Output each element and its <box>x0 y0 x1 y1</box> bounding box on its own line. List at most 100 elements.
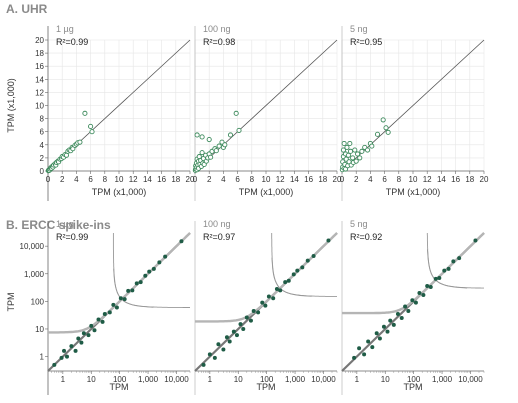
data-point <box>221 347 226 352</box>
x-tick-label: 4 <box>74 175 79 184</box>
data-point <box>274 287 279 292</box>
data-point <box>425 284 430 289</box>
r2-label: R²=0.99 <box>56 232 88 242</box>
data-point <box>81 331 86 336</box>
data-point <box>134 281 139 286</box>
x-axis-label: TPM (x1,000) <box>239 187 294 197</box>
data-point <box>421 293 426 298</box>
data-point <box>359 148 365 154</box>
data-point <box>437 276 442 281</box>
data-point <box>89 323 94 328</box>
data-point <box>291 272 296 277</box>
data-point <box>326 238 331 243</box>
data-point <box>100 319 105 324</box>
data-point <box>251 308 256 313</box>
data-point <box>345 152 351 158</box>
data-point <box>295 268 300 273</box>
data-point <box>344 144 350 150</box>
data-point <box>347 148 354 154</box>
x-tick-label: 14 <box>437 175 446 184</box>
y-tick-label: 16 <box>35 62 44 71</box>
noise-boundary-curve <box>113 268 190 308</box>
x-tick-label: 2 <box>207 175 212 184</box>
data-point <box>62 348 67 353</box>
data-point <box>88 123 94 130</box>
data-point <box>163 254 168 259</box>
data-point <box>212 355 217 360</box>
y-tick-label: 8 <box>40 115 45 124</box>
x-tick-label: 6 <box>382 175 387 184</box>
noise-boundary-curve <box>426 249 484 289</box>
y-tick-label: 1,000 <box>24 270 45 279</box>
x-tick-label: 18 <box>465 175 474 184</box>
x-tick-label: 10 <box>409 175 418 184</box>
x-axis-label: TPM (x1,000) <box>92 187 147 197</box>
data-point <box>370 345 375 350</box>
data-point <box>366 339 371 344</box>
data-point <box>233 110 239 116</box>
data-point <box>222 142 228 148</box>
data-point <box>92 328 97 333</box>
x-tick-label: 12 <box>276 175 285 184</box>
x-tick-label: 1,000 <box>138 375 159 384</box>
data-point <box>77 139 83 145</box>
data-point <box>381 324 386 329</box>
x-tick-label: 1,000 <box>285 375 306 384</box>
data-point <box>399 315 404 320</box>
y-tick-label: 0 <box>40 167 45 176</box>
x-tick-label: 16 <box>451 175 460 184</box>
data-point <box>73 348 78 353</box>
data-point <box>380 117 386 123</box>
x-tick-label: 1 <box>61 375 66 384</box>
data-point <box>157 260 162 265</box>
data-point <box>151 266 156 271</box>
x-axis-label: TPM <box>110 382 129 392</box>
data-point <box>410 298 415 303</box>
data-point <box>199 134 205 140</box>
x-tick-label: 10 <box>262 175 271 184</box>
data-point <box>433 276 438 281</box>
data-point <box>130 288 135 293</box>
x-tick-label: 16 <box>304 175 313 184</box>
section-a-title: A. UHR <box>6 2 48 16</box>
y-axis-label: TPM (x1,000) <box>6 78 16 133</box>
x-tick-label: 10,000 <box>458 375 483 384</box>
r2-label: R²=0.98 <box>203 37 235 47</box>
panel-label: 5 ng <box>350 24 368 34</box>
data-point <box>413 300 418 305</box>
data-point <box>207 352 212 357</box>
x-tick-label: 10 <box>381 375 390 384</box>
data-point <box>59 355 64 360</box>
y-axis-label: TPM <box>6 293 16 312</box>
data-point <box>365 147 371 153</box>
x-tick-label: 1 <box>355 375 360 384</box>
data-point <box>388 318 393 323</box>
x-tick-label: 8 <box>250 175 255 184</box>
x-tick-label: 10,000 <box>164 375 189 384</box>
x-tick-label: 12 <box>129 175 138 184</box>
y-tick-label: 18 <box>35 49 44 58</box>
data-point <box>300 265 305 270</box>
data-point <box>224 335 229 340</box>
data-point <box>107 310 112 315</box>
data-point <box>231 329 236 334</box>
panel-label: 5 ng <box>350 219 368 229</box>
x-tick-label: 12 <box>423 175 432 184</box>
data-point <box>341 140 347 147</box>
data-point <box>111 302 116 307</box>
x-tick-label: 6 <box>88 175 93 184</box>
data-point <box>417 291 422 296</box>
data-point <box>383 125 389 131</box>
data-point <box>446 266 451 271</box>
y-tick-label: 2 <box>40 154 45 163</box>
data-point <box>82 110 88 116</box>
x-tick-label: 1 <box>208 375 213 384</box>
data-point <box>208 154 214 160</box>
data-point <box>76 336 81 341</box>
data-point <box>385 129 391 135</box>
data-point <box>374 131 381 137</box>
data-point <box>357 346 362 351</box>
x-tick-label: 0 <box>193 175 198 184</box>
data-point <box>122 297 127 302</box>
y-tick-label: 20 <box>35 36 44 45</box>
